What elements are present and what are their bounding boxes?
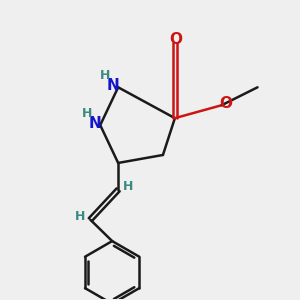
Text: N: N — [88, 116, 101, 131]
Text: O: O — [220, 96, 232, 111]
Text: H: H — [75, 210, 85, 223]
Text: H: H — [122, 180, 133, 193]
Text: O: O — [169, 32, 182, 46]
Text: H: H — [82, 107, 92, 120]
Text: H: H — [100, 69, 110, 82]
Text: N: N — [106, 78, 119, 93]
